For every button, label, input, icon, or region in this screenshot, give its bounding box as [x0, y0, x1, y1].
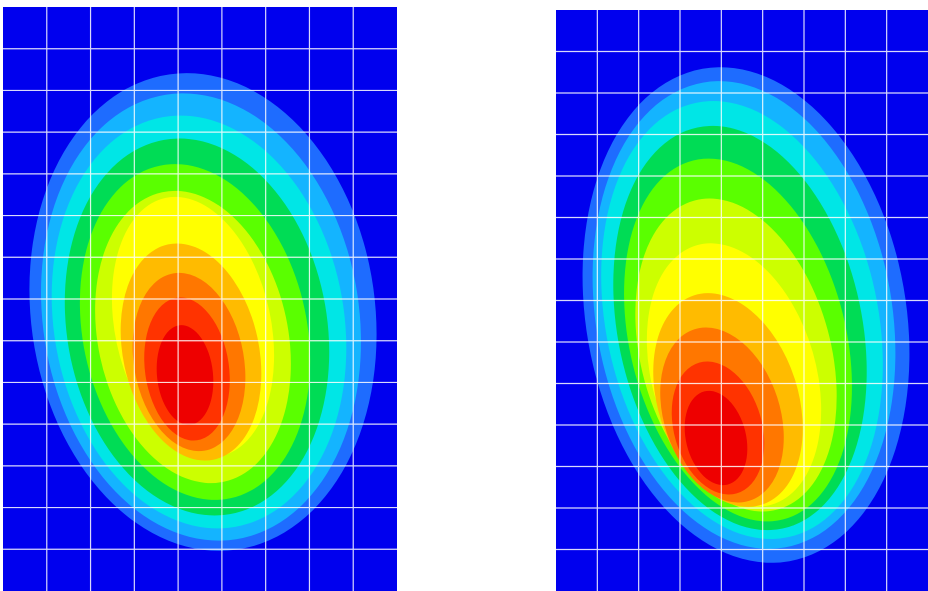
- pressure-map-right-canvas: [556, 10, 928, 591]
- left-grid: [3, 7, 397, 591]
- right-grid: [556, 10, 928, 591]
- pressure-map-left-canvas: [3, 7, 397, 591]
- pressure-map-right: [556, 10, 928, 591]
- left-contour-band-12: [156, 325, 214, 425]
- pressure-map-left: [3, 7, 397, 591]
- right-contour-band-12: [684, 390, 748, 486]
